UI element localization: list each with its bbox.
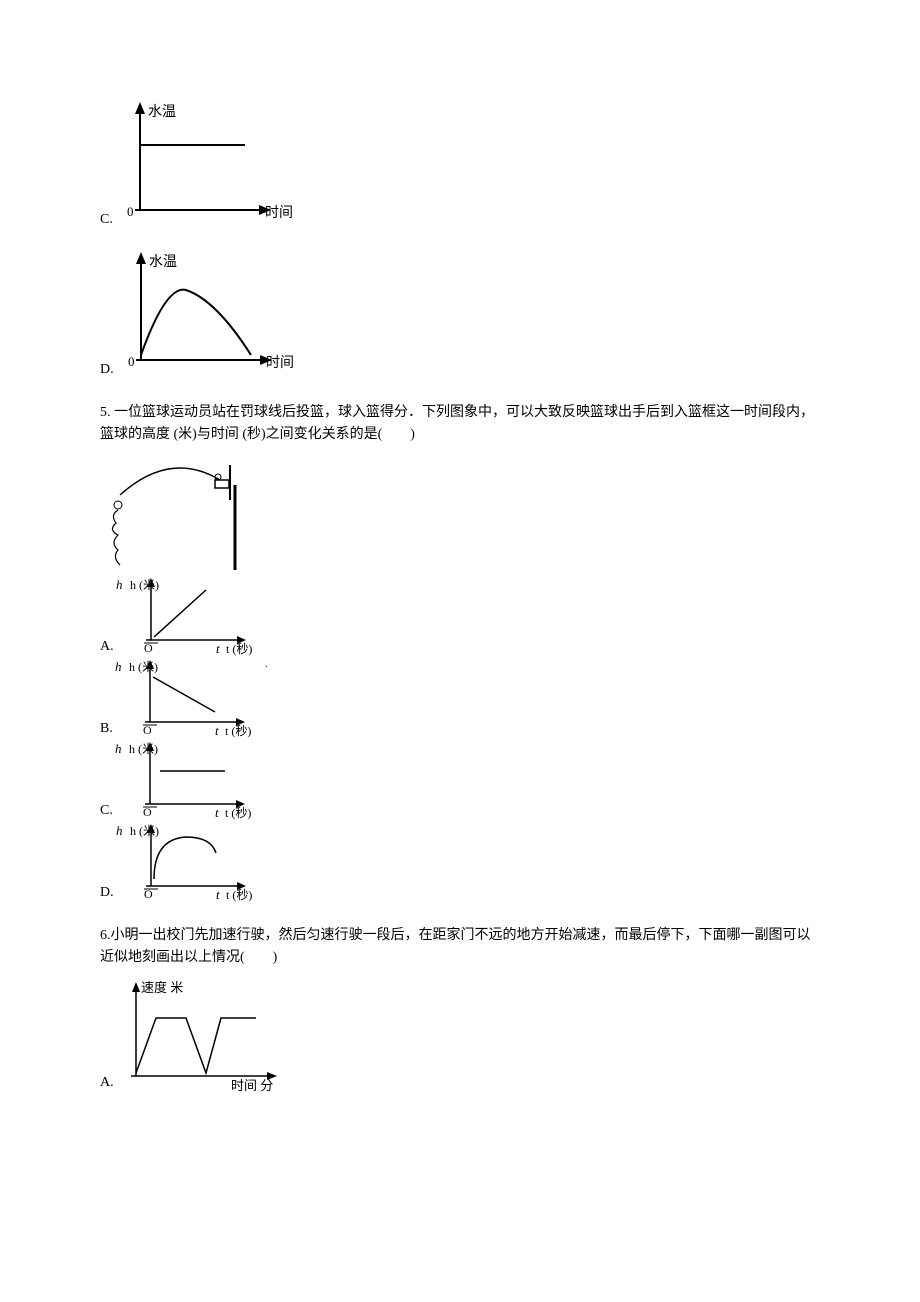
q4-option-d: D. 水温 时间 0 [100,250,820,380]
origin-label: 0 [127,204,134,219]
svg-text:t: t [216,641,220,656]
q4c-chart: 水温 时间 0 [115,100,295,230]
q6-number: 6. [100,928,111,943]
q6-option-a: A. 速度 米 时间 分 [100,978,820,1093]
q5a-chart: h h (米) t t (秒) O [116,575,266,657]
svg-text:h: h [115,659,122,674]
svg-text:t: t [215,723,219,738]
q6-body: 小明一出校门先加速行驶，然后匀速行驶一段后，在距家门不远的地方开始减速，而最后停… [100,928,811,965]
origin-label: 0 [128,354,135,369]
option-label: C. [100,803,113,821]
svg-text:.: . [265,659,268,670]
q5-option-a: A. h h (米) t t (秒) O [100,575,820,657]
option-label: B. [100,721,113,739]
q6a-line [136,1018,256,1073]
x-axis-label: 时间 分 [231,1078,273,1093]
q5-body: 一位篮球运动员站在罚球线后投篮，球入篮得分．下列图象中，可以大致反映篮球出手后到… [100,405,814,442]
q6a-chart: 速度 米 时间 分 [116,978,296,1093]
q6-text: 6.小明一出校门先加速行驶，然后匀速行驶一段后，在距家门不远的地方开始减速，而最… [100,925,820,970]
x-axis-label: t (秒) [226,642,252,656]
y-axis-label: 速度 米 [141,980,183,995]
q5-illustration [100,455,820,575]
q4d-chart: 水温 时间 0 [116,250,296,380]
svg-text:h: h [116,823,123,838]
q5-option-c: C. h h (米) t t (秒) O [100,739,820,821]
q5b-line [153,677,215,712]
x-axis-label: t (秒) [225,806,251,820]
q5d-line [154,837,216,879]
y-axis-label: h (米) [130,824,159,838]
svg-text:t: t [215,805,219,820]
y-axis-label: h (米) [129,742,158,756]
q5-option-b: B. h h (米) t t (秒) O . [100,657,820,739]
q5b-chart: h h (米) t t (秒) O . [115,657,275,739]
y-axis-label: h (米) [129,660,158,674]
q5-text: 5. 一位篮球运动员站在罚球线后投篮，球入篮得分．下列图象中，可以大致反映篮球出… [100,402,820,447]
page: C. 水温 时间 0 D. [0,0,920,1173]
option-label: A. [100,1075,114,1093]
q4-option-c: C. 水温 时间 0 [100,100,820,230]
q5a-line [154,590,206,637]
x-axis-label: t (秒) [225,724,251,738]
svg-text:t: t [216,887,220,902]
option-label: D. [100,885,114,903]
x-axis-label: t (秒) [226,888,252,902]
y-axis-label: h (米) [130,578,159,592]
q5d-chart: h h (米) t t (秒) O [116,821,266,903]
option-label: C. [100,212,113,230]
basketball-illustration-icon [100,455,270,575]
q5c-chart: h h (米) t t (秒) O [115,739,265,821]
option-label: A. [100,639,114,657]
y-axis-label: 水温 [148,104,176,120]
option-label: D. [100,362,114,380]
svg-text:h: h [116,577,123,592]
x-axis-label: 时间 [266,355,294,371]
x-axis-label: 时间 [265,205,293,221]
q5-number: 5. [100,405,111,420]
q4d-line [141,290,251,355]
y-axis-label: 水温 [149,254,177,270]
svg-text:h: h [115,741,122,756]
q5-option-d: D. h h (米) t t (秒) O [100,821,820,903]
